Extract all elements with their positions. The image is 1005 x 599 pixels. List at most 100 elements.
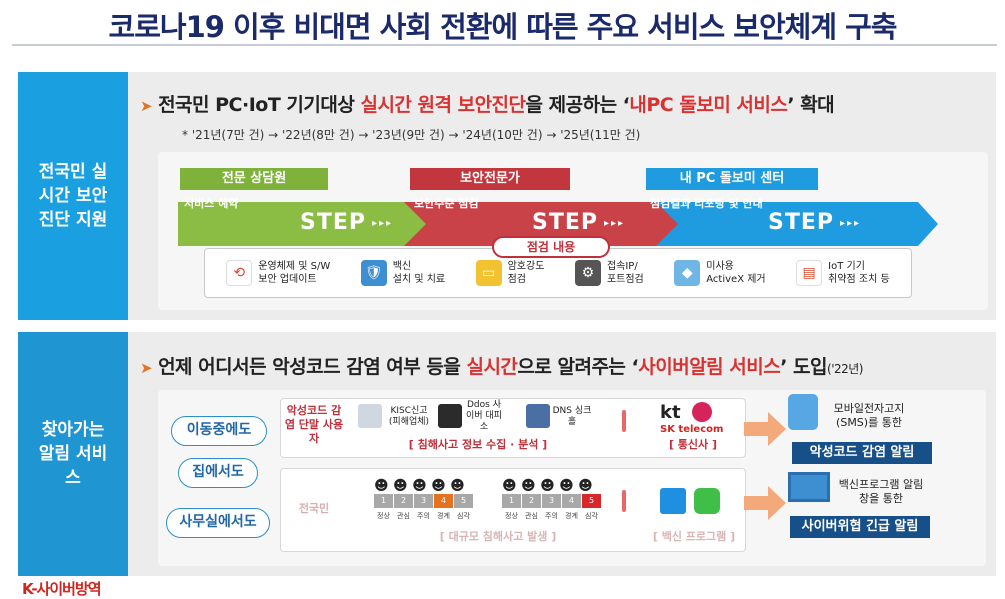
threat-level-scale-1: 1 2 3 4 5 (374, 494, 473, 508)
level-cell-active: 4 (434, 494, 453, 508)
source-kisc: KISC신고 (피해업체) (388, 406, 430, 427)
cyber-threat-alert-badge: 사이버위협 긴급 알림 (790, 516, 930, 538)
check-item-line2: 점검 (507, 274, 527, 285)
hacker-icons: ☻ ☻ ☻ ☻ ☻ (502, 478, 593, 494)
check-item: ⟲ 운영체제 및 S/W 보안 업데이트 (226, 260, 330, 286)
section-alert-service: 찾아가는 알림 서비스 ➤ 언제 어디서든 악성코드 감염 여부 등을 실시간으로… (18, 332, 996, 576)
level-caption: 정상 (377, 512, 390, 520)
step-marker-2: STEP ▸▸▸ (532, 210, 625, 235)
threat-level-scale-2: 1 2 3 4 5 (502, 494, 601, 508)
level-cell: 3 (542, 494, 561, 508)
stage-label-3: 내 PC 돌보미 센터 (646, 168, 818, 190)
check-item-line2: 취약점 조치 등 (828, 274, 890, 285)
source-dns: DNS 싱크홀 (552, 406, 592, 427)
bullet-arrow-icon: ➤ (140, 97, 153, 115)
step-marker-3: STEP ▸▸▸ (768, 210, 861, 235)
check-item-line2: 보안 업데이트 (258, 274, 317, 285)
level-caption: 심각 (457, 512, 470, 520)
level-caption: 경계 (437, 512, 450, 520)
check-item-line1: 암호강도 (507, 261, 545, 272)
divider-bar (622, 490, 626, 512)
ddos-shield-icon (438, 404, 462, 428)
headline-text: 전국민 PC·IoT 기기대상 (158, 94, 355, 116)
level-caption: 정상 (505, 512, 518, 520)
side-label-text: 찾아가는 알림 서비스 (38, 420, 108, 488)
step-arrow-2 (404, 202, 680, 246)
check-item: ▤ IoT 기기 취약점 조치 등 (796, 260, 890, 286)
warning-monitor-icon (788, 472, 830, 502)
headline-text: ’ 확대 (787, 94, 835, 116)
box-icon: ◆ (674, 260, 701, 286)
check-item-line1: 접속IP/ (606, 261, 638, 272)
headline-highlight: 내PC 돌보미 서비스 (629, 94, 788, 116)
router-icon: ▤ (796, 260, 823, 286)
step-arrow-3 (656, 202, 938, 246)
step-arrow-1 (178, 202, 428, 246)
shield-icon: 🛡 (360, 260, 387, 286)
pill-at-home: 집에서도 (178, 458, 258, 488)
server-icon (526, 404, 550, 428)
source-ddos: Ddos 사이버 대피소 (466, 400, 502, 432)
flow-arrow-icon (744, 486, 786, 520)
step-dots: ▸▸▸ (372, 217, 394, 229)
stage-sub-2: 보안수준 점검 (414, 197, 479, 210)
yearly-target-note: * '21년(7만 건) → '22년(8만 건) → '23년(9만 건) →… (182, 128, 641, 142)
check-item: ◆ 미사용 ActiveX 제거 (674, 260, 766, 286)
check-item: ⚙ 접속IP/포트점검 (574, 260, 644, 286)
pill-on-the-move: 이동중에도 (171, 416, 267, 446)
check-item-line2: ActiveX 제거 (706, 274, 766, 285)
lg-u-logo (692, 402, 712, 422)
headline-alert: ➤ 언제 어디서든 악성코드 감염 여부 등을 실시간으로 알려주는 ‘사이버알림… (140, 352, 863, 379)
side-label-text: 전국민 실시간 보안진단 지원 (38, 162, 108, 230)
side-label-alert: 찾아가는 알림 서비스 (18, 332, 128, 576)
vaccine-v3-icon (660, 488, 686, 514)
report-icon (358, 404, 382, 428)
headline-highlight: 사이버알림 서비스 (638, 356, 781, 378)
threat-level-captions-1: 정상 관심 주의 경계 심각 (374, 511, 473, 521)
side-label-diagnosis: 전국민 실시간 보안진단 지원 (18, 72, 128, 320)
page-title: 코로나19 이후 비대면 사회 전환에 따른 주요 서비스 보안체계 구축 (108, 10, 898, 44)
step-text: STEP (300, 210, 367, 235)
check-item-line1: 백신 (392, 261, 412, 272)
step-dots: ▸▸▸ (604, 217, 626, 229)
check-item-line1: 운영체제 및 S/W (258, 261, 331, 272)
update-icon: ⟲ (226, 260, 253, 286)
level-caption: 관심 (397, 512, 410, 520)
hacker-icons: ☻ ☻ ☻ ☻ ☻ (374, 478, 465, 494)
level-caption: 관심 (525, 512, 538, 520)
section-security-diagnosis: 전국민 실시간 보안진단 지원 ➤ 전국민 PC·IoT 기기대상 실시간 원격 … (18, 72, 996, 320)
level-cell: 4 (562, 494, 581, 508)
stage-label-1: 전문 상담원 (180, 168, 328, 190)
step-text: STEP (532, 210, 599, 235)
step-dots: ▸▸▸ (840, 217, 862, 229)
check-item-line2: 설치 및 치료 (392, 274, 446, 285)
level-caption: 주의 (417, 512, 430, 520)
collect-analysis-label: [ 침해사고 정보 수집 · 분석 ] (408, 438, 548, 451)
check-content-label: 점검 내용 (492, 236, 610, 258)
infection-collect-box (280, 398, 746, 458)
headline-year: ('22년) (827, 362, 863, 376)
check-item-line1: 미사용 (706, 261, 734, 272)
password-card-icon: ▭ (475, 260, 502, 286)
step-marker-1: STEP ▸▸▸ (300, 210, 393, 235)
level-cell: 1 (374, 494, 393, 508)
headline-highlight: 실시간 (466, 356, 518, 378)
stage-sub-1: 서비스 예약 (184, 197, 239, 210)
vaccine-program-label: [ 백신 프로그램 ] (652, 530, 736, 543)
level-caption: 심각 (585, 512, 598, 520)
check-item-line2: 포트점검 (606, 274, 644, 285)
large-incident-label: [ 대규모 침해사고 발생 ] (439, 530, 557, 543)
level-cell-active: 5 (582, 494, 601, 508)
headline-text: 언제 어디서든 악성코드 감염 여부 등을 (158, 356, 461, 378)
level-caption: 경계 (565, 512, 578, 520)
all-citizens-label: 전국민 (298, 502, 330, 515)
pill-at-office: 사무실에서도 (166, 508, 270, 538)
title-divider (12, 44, 997, 46)
level-cell: 2 (394, 494, 413, 508)
sms-alert-desc: 모바일전자고지 (SMS)를 통한 (833, 402, 905, 429)
threat-level-captions-2: 정상 관심 주의 경계 심각 (502, 511, 601, 521)
headline-text: 을 제공하는 ‘ (525, 94, 630, 116)
malware-alert-badge: 악성코드 감염 알림 (792, 442, 932, 464)
stage-sub-3: 점검결과 리포팅 및 안내 (650, 197, 763, 210)
